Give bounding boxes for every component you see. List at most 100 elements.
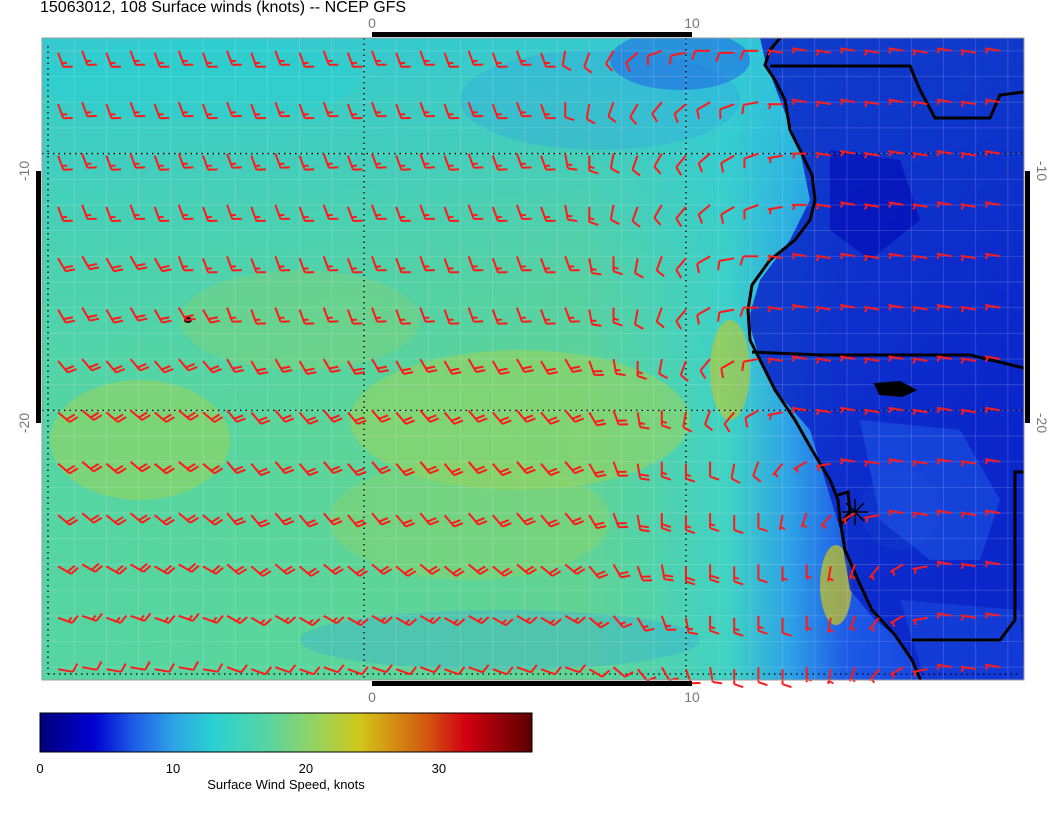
wind-barb <box>984 252 1001 260</box>
wind-barb <box>743 152 759 169</box>
wind-barb <box>443 463 464 477</box>
wind-barb <box>202 360 222 374</box>
wind-barb <box>720 360 735 378</box>
wind-barb <box>178 512 199 524</box>
wind-barb <box>864 254 880 262</box>
wind-barb <box>395 206 411 222</box>
wind-barb <box>658 358 669 380</box>
wind-barb <box>864 203 880 210</box>
wind-barb <box>468 664 490 674</box>
wind-barb <box>984 560 1001 568</box>
wind-barb <box>298 514 319 528</box>
wind-barb <box>636 514 650 533</box>
wind-barb <box>564 153 578 171</box>
wind-barb <box>730 463 741 484</box>
wind-barb <box>936 406 952 414</box>
wind-barb <box>467 409 488 423</box>
wind-barb <box>57 514 79 526</box>
wind-barb <box>81 409 103 421</box>
wind-barb <box>322 307 339 323</box>
wind-barb <box>202 103 218 120</box>
wind-barb <box>202 411 224 423</box>
wind-barb <box>540 206 556 222</box>
wind-barb <box>791 47 807 54</box>
wind-barb <box>346 309 363 325</box>
wind-barb <box>178 409 199 421</box>
wind-barb <box>226 101 242 118</box>
wind-barb <box>936 663 952 671</box>
wind-barb <box>960 665 976 673</box>
wind-barb <box>153 52 170 68</box>
wind-barb <box>612 563 631 579</box>
wind-barb <box>298 565 320 577</box>
wind-barb <box>655 307 665 329</box>
wind-barb <box>815 254 831 262</box>
wind-barb <box>178 562 200 573</box>
wind-barb <box>651 101 663 123</box>
wind-barb <box>564 307 580 323</box>
wind-barb <box>419 409 440 423</box>
wind-barb <box>467 461 488 475</box>
wind-barb <box>984 98 1001 106</box>
wind-barb <box>588 258 602 276</box>
wind-barb <box>347 463 367 477</box>
wind-barb <box>839 98 856 106</box>
wind-barb <box>274 204 291 220</box>
wind-barb <box>322 255 339 272</box>
colorbar-tick-20: 20 <box>299 761 313 776</box>
wind-barb <box>467 563 489 575</box>
wind-barb <box>250 103 266 120</box>
wind-barb <box>57 360 77 374</box>
wind-barb <box>81 153 97 169</box>
wind-barb <box>612 410 629 426</box>
wind-barb <box>719 103 735 119</box>
wind-barb <box>468 614 490 625</box>
wind-barb <box>839 252 856 260</box>
wind-barb <box>612 512 629 529</box>
wind-barb <box>757 513 768 533</box>
wind-barb <box>655 255 665 278</box>
wind-barb <box>178 358 198 372</box>
wind-barb <box>629 103 639 125</box>
wind-barb <box>299 616 321 627</box>
wind-barb <box>564 614 586 625</box>
wind-barb <box>936 612 952 619</box>
wind-barb <box>564 204 578 223</box>
wind-barb <box>81 460 103 473</box>
map-title: 15063012, 108 Surface winds (knots) -- N… <box>40 0 406 16</box>
wind-barb <box>636 412 650 430</box>
wind-barb <box>741 358 759 372</box>
wind-barb <box>699 358 711 380</box>
wind-barb <box>739 49 759 61</box>
wind-barb <box>984 663 1001 671</box>
wind-barb <box>274 563 296 575</box>
wind-barb <box>57 52 73 68</box>
wind-barb <box>153 309 172 324</box>
lon-label-top-10: 10 <box>684 15 700 31</box>
wind-barb <box>419 204 435 220</box>
wind-barb <box>888 355 904 363</box>
wind-barb <box>791 252 807 260</box>
wind-barb <box>419 512 440 526</box>
wind-barb <box>105 360 126 374</box>
wind-barb <box>888 98 904 106</box>
wind-barb <box>720 154 735 173</box>
wind-barb <box>660 564 674 582</box>
wind-barb <box>322 461 343 475</box>
wind-barb <box>299 666 321 676</box>
wind-barb <box>105 206 122 222</box>
wind-barb <box>347 666 369 676</box>
wind-barb <box>419 101 435 118</box>
wind-barb <box>660 461 672 481</box>
wind-barb <box>177 204 194 220</box>
wind-barb <box>889 666 904 679</box>
border-line-angola <box>751 350 1024 370</box>
wind-barb <box>936 509 952 517</box>
wind-barb <box>912 254 928 262</box>
wind-barb <box>250 411 271 425</box>
wind-barb <box>202 662 224 673</box>
wind-barb <box>839 355 856 363</box>
wind-barb <box>673 103 687 124</box>
wind-barb <box>744 409 759 428</box>
wind-barb <box>443 206 460 222</box>
